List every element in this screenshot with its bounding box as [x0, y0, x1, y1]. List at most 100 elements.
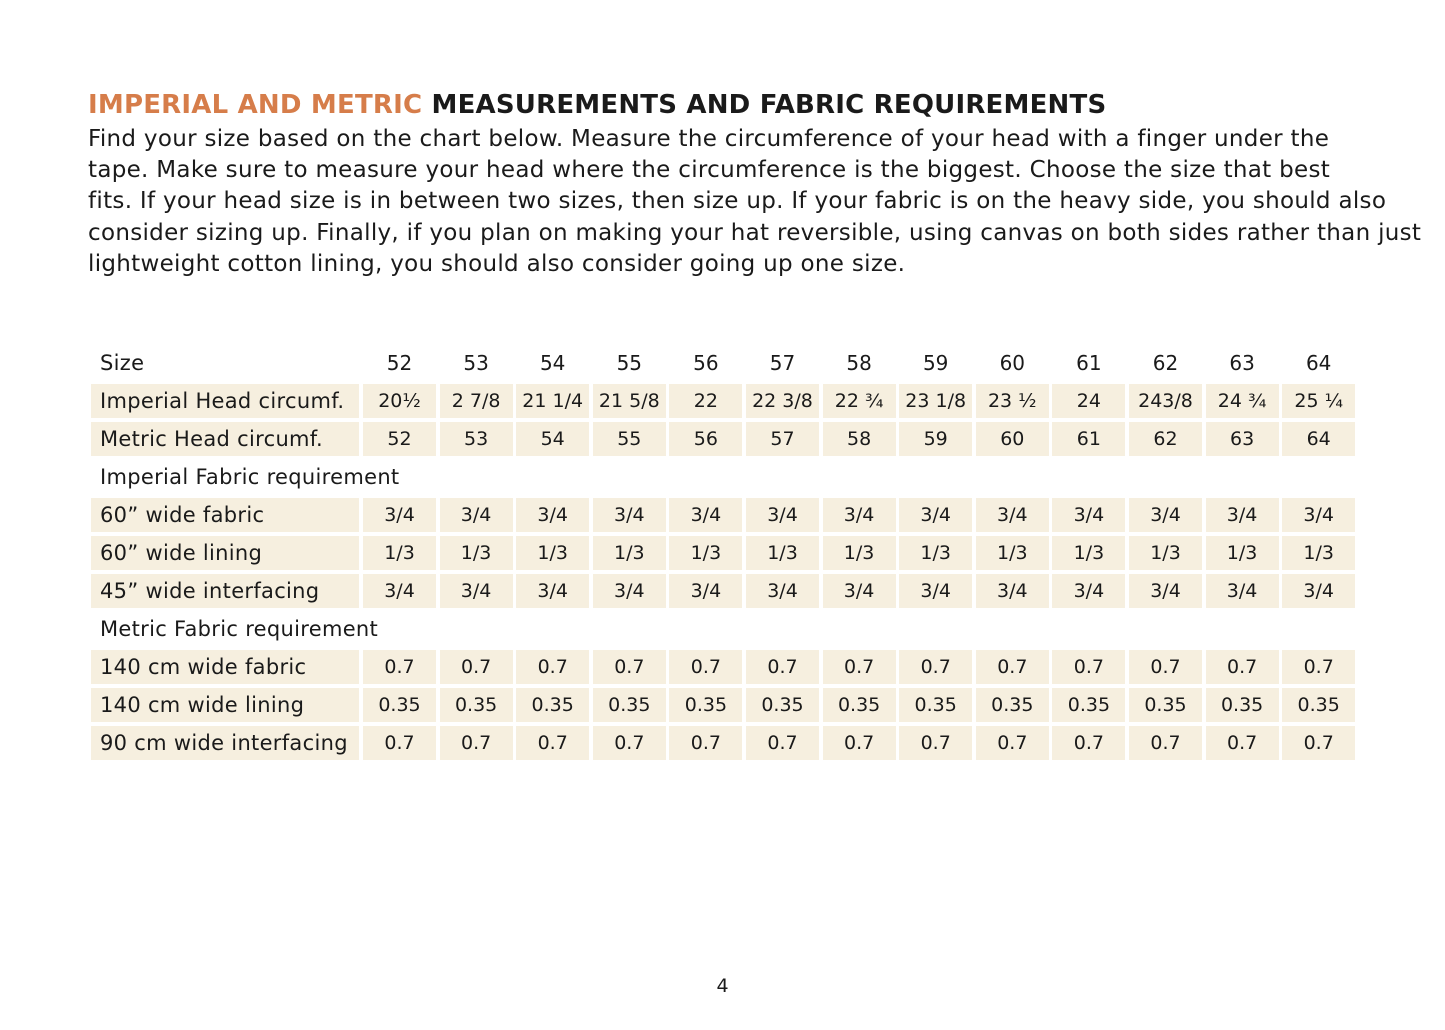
table-cell: 0.7 [746, 650, 819, 684]
table-cell: 0.7 [439, 726, 513, 760]
table-cell: 0.7 [669, 726, 743, 760]
table-cell: 3/4 [822, 498, 896, 532]
table-cell: 1/3 [1129, 536, 1202, 570]
section-heading: Metric Fabric requirement [100, 617, 379, 641]
size-header-cell: 64 [1305, 351, 1332, 375]
table-cell: 0.35 [899, 688, 973, 722]
table-cell: 3/4 [899, 574, 973, 608]
table-cell: 0.7 [1205, 726, 1279, 760]
table-cell: 0.35 [1129, 688, 1202, 722]
table-cell: 3/4 [669, 498, 743, 532]
table-cell: 3/4 [1282, 498, 1356, 532]
table-cell: 0.35 [669, 688, 743, 722]
size-header-cell: 56 [693, 351, 719, 375]
table-cell: 1/3 [592, 536, 666, 570]
table-cell: 1/3 [822, 536, 896, 570]
table-cell: 0.7 [1052, 726, 1126, 760]
table-cell: 3/4 [746, 498, 819, 532]
table-cell: 54 [516, 422, 590, 456]
table-cell: 0.7 [746, 726, 819, 760]
table-cell: 0.7 [592, 726, 666, 760]
table-cell: 21 5/8 [592, 384, 666, 418]
table-row: 60” wide lining 1/3 1/3 1/3 1/3 1/3 1/3 1/3 1/3 1… [91, 536, 1356, 570]
table-cell: 0.7 [1282, 726, 1356, 760]
table-cell: 0.35 [746, 688, 819, 722]
table-cell: 21 1/4 [516, 384, 590, 418]
page-number: 4 [716, 975, 729, 997]
table-cell: 61 [1052, 422, 1126, 456]
intro-line: lightweight cotton lining, you should al… [88, 250, 906, 277]
row-label: Imperial Head circumf. [91, 384, 359, 418]
size-header-cell: 55 [616, 351, 643, 375]
table-cell: 0.7 [899, 726, 973, 760]
size-header-cell: 59 [922, 351, 949, 375]
row-label: Size [100, 351, 145, 375]
table-cell: 0.35 [592, 688, 666, 722]
section-heading-row: Imperial Fabric requirement [91, 460, 1356, 494]
table-cell: 0.35 [822, 688, 896, 722]
table-cell: 1/3 [1282, 536, 1356, 570]
table-cell: 0.35 [363, 688, 436, 722]
table-cell: 0.35 [439, 688, 513, 722]
table-cell: 55 [592, 422, 666, 456]
section-heading-row: Metric Fabric requirement [91, 612, 1356, 646]
table-cell: 1/3 [669, 536, 743, 570]
intro-paragraph: Find your size based on the chart below.… [88, 124, 1421, 280]
intro-line: Find your size based on the chart below.… [88, 126, 1330, 152]
table-cell: 1/3 [1205, 536, 1279, 570]
table-cell: 0.7 [1282, 650, 1356, 684]
size-header-cell: 52 [386, 351, 413, 375]
table-cell: 1/3 [1052, 536, 1126, 570]
size-chart-table: Size 52 53 54 55 56 57 58 59 60 61 62 63 64 Imperial H… [91, 346, 1356, 764]
table-cell: 64 [1282, 422, 1356, 456]
page-title: IMPERIAL AND METRIC MEASUREMENTS AND FAB… [88, 90, 1106, 120]
table-cell: 3/4 [363, 498, 436, 532]
table-cell: 3/4 [899, 498, 973, 532]
table-cell: 0.7 [1129, 726, 1202, 760]
intro-line: tape. Make sure to measure your head whe… [88, 157, 1331, 184]
table-cell: 0.7 [899, 650, 973, 684]
row-label: Metric Head circumf. [91, 422, 359, 456]
row-label: 60” wide lining [91, 536, 359, 570]
table-cell: 0.7 [1052, 650, 1126, 684]
table-cell: 3/4 [822, 574, 896, 608]
table-cell: 63 [1205, 422, 1279, 456]
row-label: 60” wide fabric [91, 498, 359, 532]
table-cell: 3/4 [363, 574, 436, 608]
table-cell: 58 [822, 422, 896, 456]
table-cell: 3/4 [1205, 498, 1279, 532]
table-cell: 3/4 [1282, 574, 1356, 608]
table-cell: 243/8 [1129, 384, 1202, 418]
table-cell: 23 ½ [975, 384, 1049, 418]
table-cell: 3/4 [669, 574, 743, 608]
table-cell: 22 [669, 384, 743, 418]
table-cell: 52 [363, 422, 436, 456]
table-cell: 1/3 [516, 536, 590, 570]
table-cell: 0.35 [1205, 688, 1279, 722]
table-cell: 0.35 [975, 688, 1049, 722]
table-cell: 3/4 [975, 574, 1049, 608]
table-cell: 0.7 [363, 650, 436, 684]
table-cell: 1/3 [746, 536, 819, 570]
table-cell: 3/4 [1052, 574, 1126, 608]
table-cell: 0.7 [669, 650, 743, 684]
table-row: 140 cm wide fabric 0.7 0.7 0.7 0.7 0.7 0.7 0.7 0… [91, 650, 1356, 684]
table-cell: 3/4 [746, 574, 819, 608]
table-cell: 25 ¼ [1282, 384, 1356, 418]
header-row: Size 52 53 54 55 56 57 58 59 60 61 62 63 64 [91, 346, 1356, 380]
table-row: Imperial Head circumf. 20½ 2 7/8 21 1/4 21 5… [91, 384, 1356, 418]
title-rest: MEASUREMENTS AND FABRIC REQUIREMENTS [422, 90, 1107, 120]
table-cell: 3/4 [516, 498, 590, 532]
table-cell: 57 [746, 422, 819, 456]
table-cell: 22 3/8 [746, 384, 819, 418]
title-accent: IMPERIAL AND METRIC [88, 90, 423, 120]
table-cell: 23 1/8 [899, 384, 973, 418]
row-label: 140 cm wide lining [91, 688, 359, 722]
row-label: 90 cm wide interfacing [91, 726, 359, 760]
table-cell: 3/4 [1205, 574, 1279, 608]
table-cell: 0.7 [516, 650, 590, 684]
table-cell: 3/4 [1052, 498, 1126, 532]
table-cell: 0.35 [1282, 688, 1356, 722]
table-cell: 60 [975, 422, 1049, 456]
table-cell: 2 7/8 [439, 384, 513, 418]
